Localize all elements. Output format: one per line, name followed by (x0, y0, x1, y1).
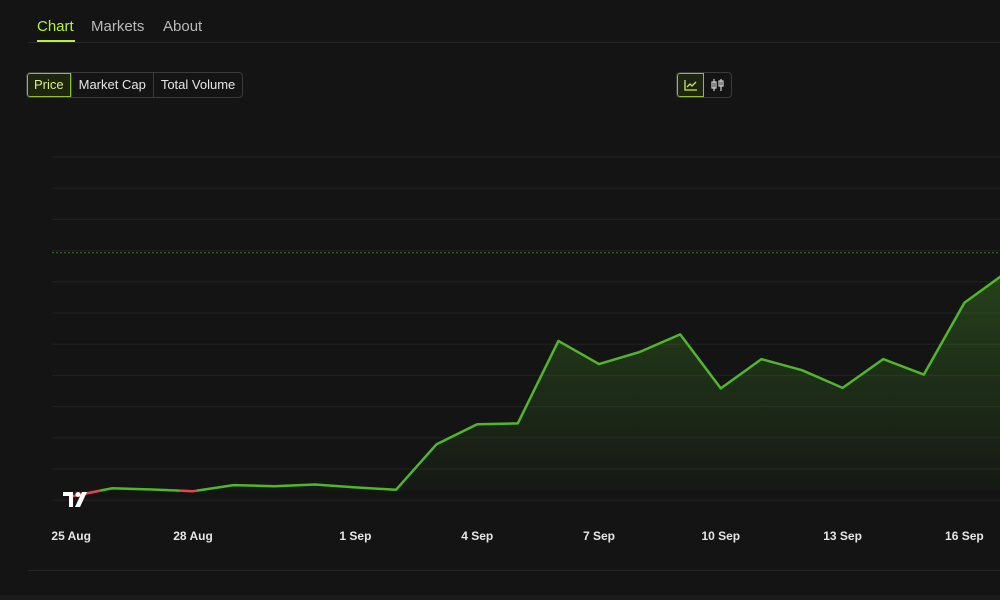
line-chart-button[interactable] (677, 73, 704, 97)
chart-bottom-divider (28, 570, 1000, 571)
horizontal-scrollbar[interactable] (0, 595, 1000, 600)
total-volume-button[interactable]: Total Volume (152, 73, 242, 97)
market-cap-button[interactable]: Market Cap (70, 73, 153, 97)
line-chart-icon (683, 80, 697, 91)
candlestick-chart-button[interactable] (704, 73, 731, 97)
x-tick-label: 25 Aug (51, 529, 91, 543)
tradingview-logo-icon (63, 492, 87, 507)
x-tick-label: 4 Sep (461, 529, 493, 543)
price-line-up (196, 275, 1000, 492)
x-tick-label: 10 Sep (701, 529, 740, 543)
metric-toggle: Price Market Cap Total Volume (26, 72, 244, 98)
active-tab-indicator (37, 40, 75, 42)
chart-type-toggle (676, 72, 732, 98)
x-tick-label: 7 Sep (583, 529, 615, 543)
x-tick-label: 13 Sep (823, 529, 862, 543)
tab-about[interactable]: About (163, 18, 203, 35)
x-tick-label: 1 Sep (339, 529, 371, 543)
price-line-up (99, 487, 180, 492)
tab-markets[interactable]: Markets (91, 18, 145, 35)
tab-chart[interactable]: Chart (37, 18, 74, 35)
price-line-down (179, 489, 198, 493)
area-fill-up (196, 276, 1000, 491)
x-tick-label: 16 Sep (945, 529, 984, 543)
candlestick-icon (710, 79, 724, 91)
price-button[interactable]: Price (27, 73, 71, 97)
x-axis-tick-labels: 25 Aug 28 Aug 1 Sep 4 Sep 7 Sep 10 Sep 13 Sep 1… (51, 529, 983, 543)
tab-bar: Chart Markets About (28, 0, 1000, 43)
x-tick-label: 28 Aug (173, 529, 213, 543)
